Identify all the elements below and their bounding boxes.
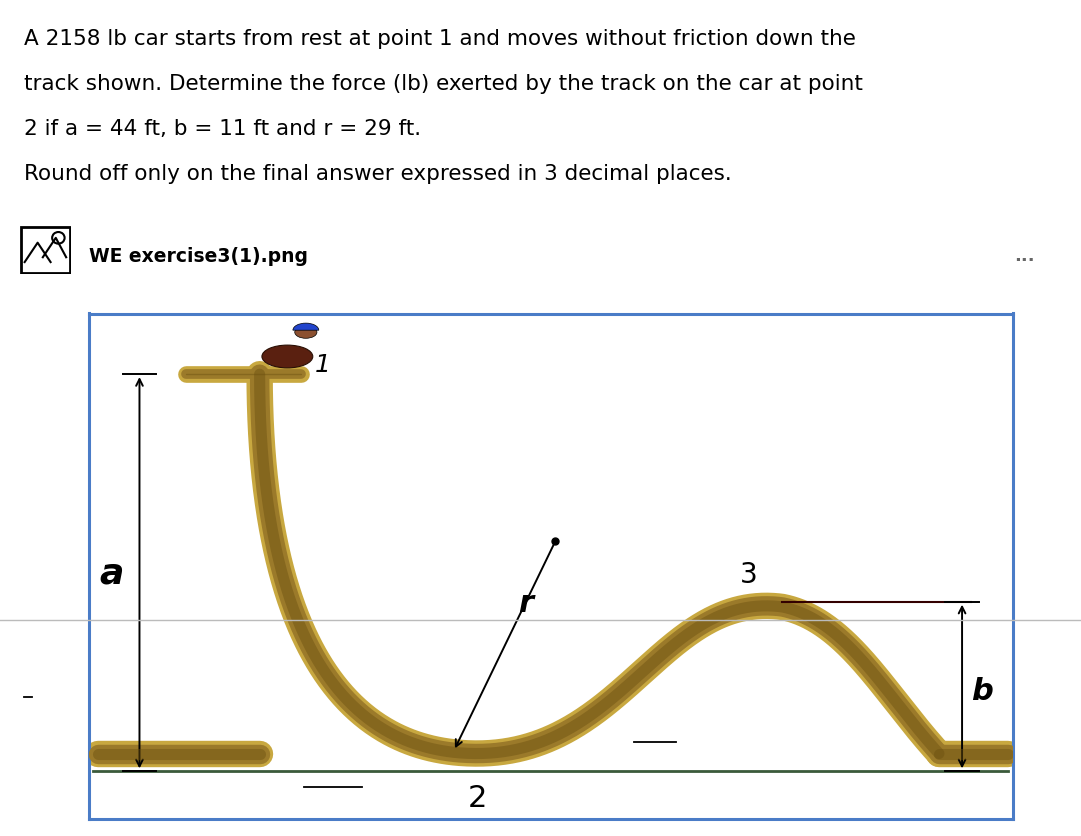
Text: 2: 2 bbox=[468, 783, 486, 813]
Text: A 2158 lb car starts from rest at point 1 and moves without friction down the: A 2158 lb car starts from rest at point … bbox=[24, 29, 856, 49]
Text: 1: 1 bbox=[315, 353, 331, 377]
Text: Round off only on the final answer expressed in 3 decimal places.: Round off only on the final answer expre… bbox=[24, 164, 732, 184]
Wedge shape bbox=[293, 323, 319, 330]
Text: r: r bbox=[519, 589, 533, 618]
Text: ...: ... bbox=[1014, 247, 1035, 266]
Text: track shown. Determine the force (lb) exerted by the track on the car at point: track shown. Determine the force (lb) ex… bbox=[24, 74, 863, 94]
Circle shape bbox=[295, 326, 317, 339]
Ellipse shape bbox=[262, 345, 312, 368]
Text: 3: 3 bbox=[740, 561, 758, 589]
Text: b: b bbox=[972, 677, 993, 706]
Text: a: a bbox=[99, 557, 124, 591]
Text: WE exercise3(1).png: WE exercise3(1).png bbox=[89, 247, 308, 267]
Text: 2 if a = 44 ft, b = 11 ft and r = 29 ft.: 2 if a = 44 ft, b = 11 ft and r = 29 ft. bbox=[24, 119, 421, 139]
